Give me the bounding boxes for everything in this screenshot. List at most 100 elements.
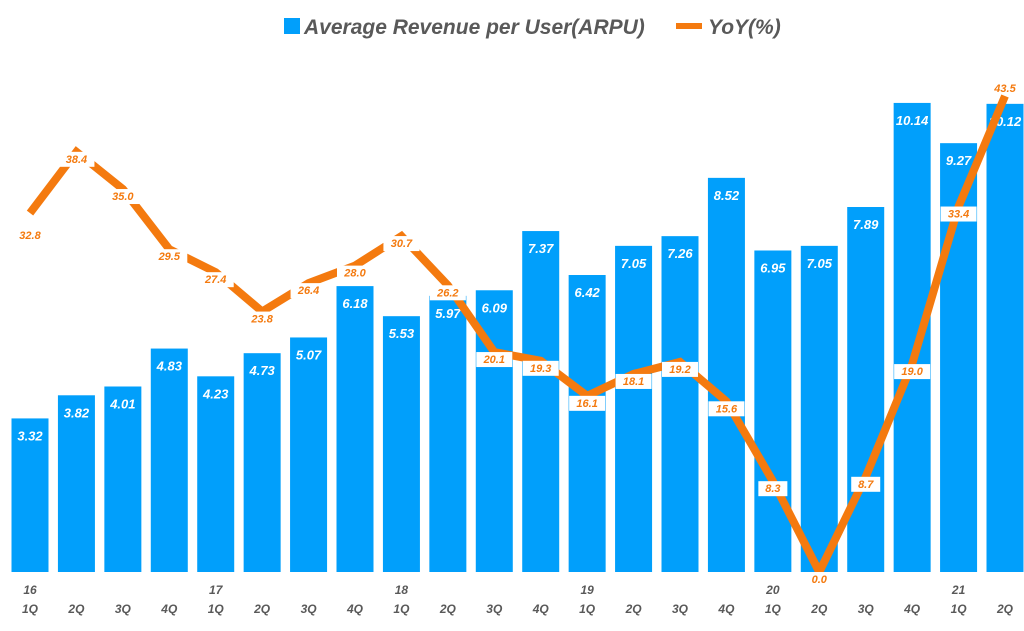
yoy-label-box xyxy=(940,206,977,222)
yoy-label-box xyxy=(151,249,188,265)
bar xyxy=(893,102,931,573)
yoy-value-label: 32.8 xyxy=(19,230,41,242)
bar-value-label: 3.82 xyxy=(64,405,90,420)
bar-value-label: 7.37 xyxy=(528,241,554,256)
yoy-label-box xyxy=(522,360,559,376)
x-tick-quarter: 2Q xyxy=(625,602,643,616)
yoy-label-box xyxy=(383,236,420,252)
yoy-label-box xyxy=(615,373,652,389)
legend-label-yoy: YoY(%) xyxy=(708,16,781,39)
bar xyxy=(661,236,699,572)
x-tick-quarter: 2Q xyxy=(439,602,457,616)
yoy-series-line xyxy=(26,94,1009,581)
bar xyxy=(150,348,188,572)
bar-value-label: 5.97 xyxy=(435,306,461,321)
x-tick-year: 20 xyxy=(765,583,780,597)
x-axis: 1Q 16 2Q 3Q 4Q 1Q 17 2Q 3Q 4Q 1Q 18 2Q 3Q 4Q 1Q 19 2Q 3Q 4Q… xyxy=(22,583,1014,616)
bar xyxy=(57,395,95,572)
x-tick-quarter: 1Q xyxy=(22,602,39,616)
yoy-label-box xyxy=(12,228,48,244)
bar-value-label: 6.18 xyxy=(342,296,368,311)
bar-value-label: 7.05 xyxy=(621,256,647,271)
yoy-value-label: 18.1 xyxy=(623,376,644,388)
x-tick-year: 17 xyxy=(209,583,224,597)
yoy-label-box xyxy=(429,285,466,301)
yoy-label-box xyxy=(894,364,931,380)
x-tick-quarter: 2Q xyxy=(253,602,271,616)
bar-value-label: 7.89 xyxy=(853,217,879,232)
bars xyxy=(11,102,1024,573)
yoy-label-box xyxy=(804,572,834,587)
x-tick-quarter: 1Q xyxy=(579,602,596,616)
yoy-label-box xyxy=(58,151,95,167)
yoy-value-label: 19.3 xyxy=(530,363,551,375)
bar xyxy=(800,245,838,573)
yoy-label-box xyxy=(708,401,745,417)
x-tick-quarter: 2Q xyxy=(810,602,828,616)
bar xyxy=(707,177,745,573)
bar-value-label: 6.42 xyxy=(574,285,600,300)
bar xyxy=(986,103,1024,572)
yoy-label-box xyxy=(197,272,234,288)
bar-value-label: 6.95 xyxy=(760,260,786,275)
yoy-labels: 32.8 38.4 35.0 29.5 27.4 23.8 26.4 28.0 30.7 26.2… xyxy=(12,83,1017,587)
x-tick-quarter: 4Q xyxy=(717,602,735,616)
yoy-value-label: 8.3 xyxy=(765,483,780,495)
x-tick-year: 18 xyxy=(395,583,409,597)
bar xyxy=(104,386,142,572)
yoy-line xyxy=(26,94,1009,581)
bar xyxy=(336,286,374,572)
yoy-value-label: 27.4 xyxy=(204,274,226,286)
bar-value-label: 6.09 xyxy=(482,300,508,315)
bar xyxy=(290,337,328,572)
bar xyxy=(11,418,49,572)
bar xyxy=(568,275,606,572)
yoy-value-label: 35.0 xyxy=(112,191,134,203)
yoy-value-label: 26.4 xyxy=(297,285,319,297)
bar-value-label: 4.23 xyxy=(202,386,229,401)
yoy-value-label: 19.2 xyxy=(669,364,690,376)
x-tick-quarter: 3Q xyxy=(672,602,689,616)
bar xyxy=(522,231,560,572)
x-tick-quarter: 2Q xyxy=(67,602,85,616)
bar xyxy=(243,353,281,572)
x-tick-year: 16 xyxy=(23,583,37,597)
x-tick-quarter: 1Q xyxy=(208,602,225,616)
bar xyxy=(754,250,792,572)
bar-value-label: 7.26 xyxy=(667,246,693,261)
yoy-label-box xyxy=(758,481,788,497)
yoy-value-label: 30.7 xyxy=(391,238,413,250)
bar-value-label: 3.32 xyxy=(17,428,43,443)
yoy-label-box xyxy=(476,352,513,368)
bar-value-label: 5.53 xyxy=(389,326,415,341)
bar xyxy=(197,376,235,572)
x-tick-quarter: 4Q xyxy=(532,602,550,616)
bar xyxy=(615,245,653,573)
x-tick-year: 19 xyxy=(580,583,594,597)
yoy-value-label: 43.5 xyxy=(993,83,1016,95)
yoy-value-label: 38.4 xyxy=(66,154,87,166)
x-tick-quarter: 3Q xyxy=(301,602,318,616)
x-tick-quarter: 3Q xyxy=(115,602,132,616)
yoy-label-box xyxy=(851,476,881,492)
yoy-label-box xyxy=(569,395,606,411)
x-tick-quarter: 4Q xyxy=(903,602,921,616)
bar xyxy=(847,207,885,572)
legend: Average Revenue per User(ARPU) YoY(%) xyxy=(284,16,781,39)
bar-value-label: 4.01 xyxy=(109,396,135,411)
yoy-value-label: 19.0 xyxy=(901,366,923,378)
bar-value-label: 9.27 xyxy=(946,153,972,168)
yoy-label-box xyxy=(337,265,373,281)
bar xyxy=(382,316,420,572)
bar-labels: 3.32 3.82 4.01 4.83 4.23 4.73 5.07 6.18 5.53 5.97… xyxy=(17,113,1022,443)
yoy-value-label: 29.5 xyxy=(158,251,181,263)
yoy-value-label: 16.1 xyxy=(576,398,597,410)
x-tick-quarter: 1Q xyxy=(951,602,968,616)
yoy-value-label: 8.7 xyxy=(858,479,874,491)
bar xyxy=(429,295,467,572)
x-tick-quarter: 2Q xyxy=(996,602,1014,616)
bar-value-label: 5.07 xyxy=(296,347,322,362)
yoy-value-label: 0.0 xyxy=(812,574,828,586)
yoy-value-label: 28.0 xyxy=(343,268,366,280)
